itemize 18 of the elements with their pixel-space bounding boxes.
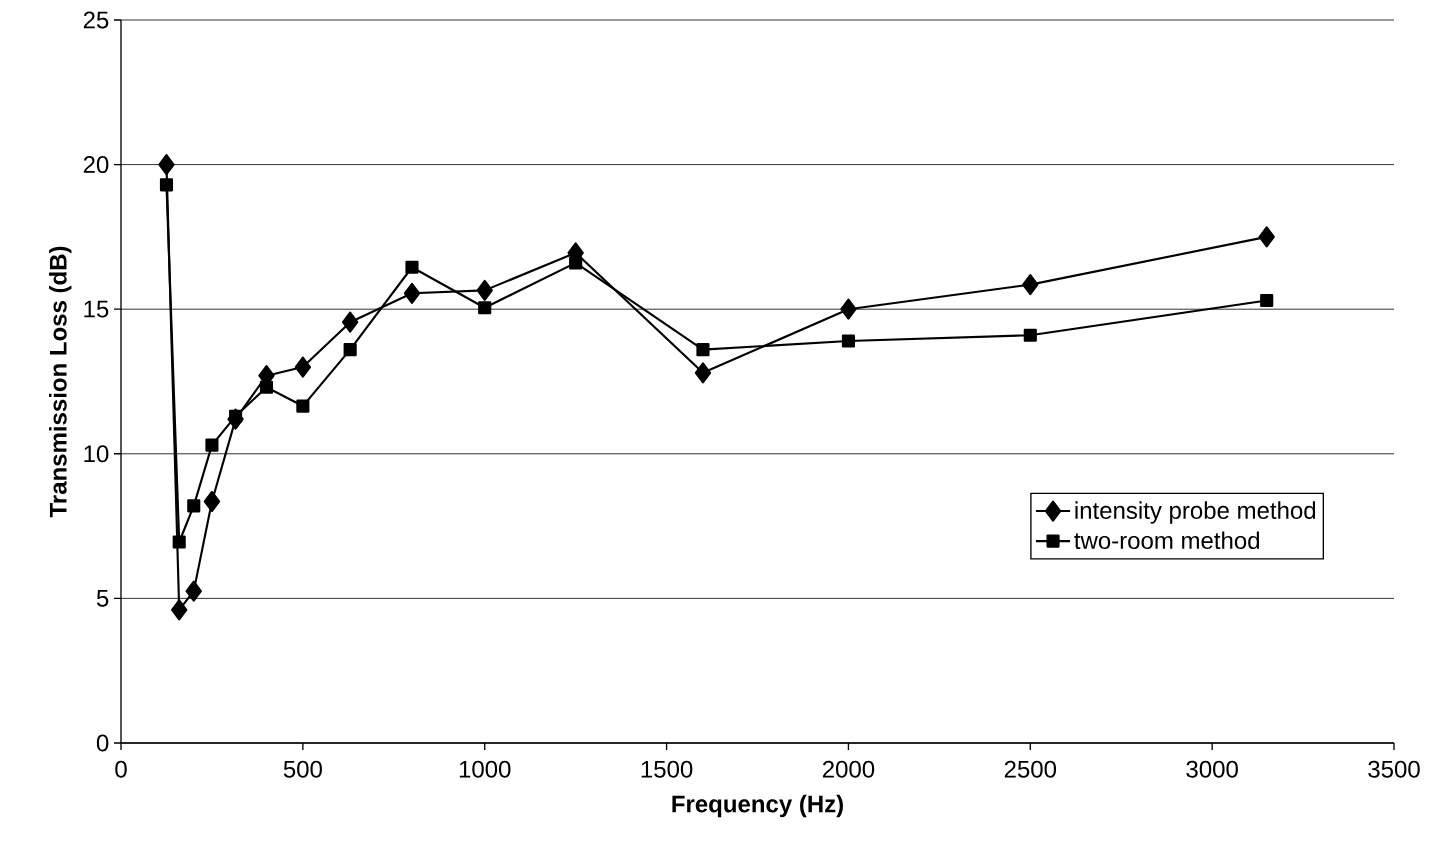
- x-tick-label: 3500: [1368, 760, 1420, 778]
- x-tick-label: 2500: [1004, 760, 1057, 778]
- y-axis-title: Transmission Loss (dB): [49, 246, 72, 518]
- y-tick-label: 10: [84, 445, 109, 463]
- x-tick-label: 3000: [1186, 760, 1238, 778]
- y-tick-label: 5: [96, 590, 109, 607]
- y-tick-label: 20: [83, 156, 109, 174]
- x-tick-label: 0: [115, 760, 127, 778]
- x-tick-label: 500: [283, 760, 322, 778]
- x-axis-title: Frequency (Hz): [672, 794, 843, 818]
- legend-label: two-room method: [1074, 531, 1259, 550]
- y-tick-label: 25: [83, 11, 109, 29]
- legend-label: intensity probe method: [1075, 501, 1316, 524]
- x-tick-label: 2000: [822, 760, 875, 778]
- x-tick-label: 1500: [641, 760, 693, 778]
- y-tick-label: 0: [96, 734, 109, 752]
- x-tick-label: 1000: [459, 760, 511, 778]
- y-tick-label: 15: [84, 300, 109, 318]
